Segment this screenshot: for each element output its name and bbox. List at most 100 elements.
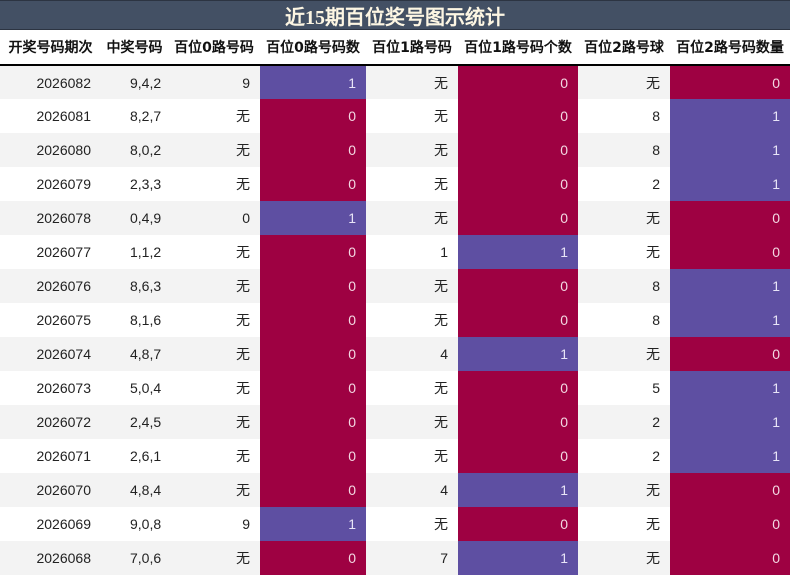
cell-route0-number: 9 bbox=[168, 65, 260, 99]
cell-period: 2026082 bbox=[0, 65, 101, 99]
table-row: 2026073 5,0,4 无 0 无 0 5 1 bbox=[0, 371, 790, 405]
cell-route2-count: 1 bbox=[670, 99, 790, 133]
table-row: 2026068 7,0,6 无 0 7 1 无 0 bbox=[0, 541, 790, 575]
cell-route2-count: 0 bbox=[670, 235, 790, 269]
cell-winning-numbers: 8,6,3 bbox=[101, 269, 168, 303]
cell-route2-count: 0 bbox=[670, 337, 790, 371]
table-row: 2026071 2,6,1 无 0 无 0 2 1 bbox=[0, 439, 790, 473]
cell-route0-number: 无 bbox=[168, 541, 260, 575]
cell-route0-count: 0 bbox=[260, 405, 366, 439]
table-row: 2026078 0,4,9 0 1 无 0 无 0 bbox=[0, 201, 790, 235]
cell-route0-number: 无 bbox=[168, 337, 260, 371]
cell-route1-count: 0 bbox=[458, 65, 578, 99]
cell-route2-number: 2 bbox=[578, 405, 670, 439]
cell-route2-number: 无 bbox=[578, 473, 670, 507]
cell-route2-number: 8 bbox=[578, 269, 670, 303]
cell-route0-number: 无 bbox=[168, 99, 260, 133]
cell-route1-number: 无 bbox=[366, 167, 458, 201]
cell-period: 2026071 bbox=[0, 439, 101, 473]
cell-winning-numbers: 8,2,7 bbox=[101, 99, 168, 133]
cell-route0-count: 1 bbox=[260, 201, 366, 235]
col-header-route1: 百位1路号码 bbox=[366, 30, 458, 66]
col-header-numbers: 中奖号码 bbox=[101, 30, 168, 66]
cell-winning-numbers: 4,8,7 bbox=[101, 337, 168, 371]
cell-route1-number: 无 bbox=[366, 405, 458, 439]
cell-route2-number: 无 bbox=[578, 65, 670, 99]
cell-route1-number: 无 bbox=[366, 303, 458, 337]
cell-route2-count: 0 bbox=[670, 541, 790, 575]
cell-route1-count: 0 bbox=[458, 99, 578, 133]
cell-route2-number: 2 bbox=[578, 439, 670, 473]
cell-route2-count: 1 bbox=[670, 405, 790, 439]
cell-route1-number: 无 bbox=[366, 65, 458, 99]
cell-route1-count: 0 bbox=[458, 405, 578, 439]
cell-route1-number: 无 bbox=[366, 371, 458, 405]
cell-route1-number: 无 bbox=[366, 439, 458, 473]
col-header-route2-count: 百位2路号码数量 bbox=[670, 30, 790, 66]
cell-route1-count: 1 bbox=[458, 541, 578, 575]
cell-route2-count: 1 bbox=[670, 167, 790, 201]
cell-route0-count: 0 bbox=[260, 167, 366, 201]
cell-route0-count: 1 bbox=[260, 65, 366, 99]
cell-route0-count: 0 bbox=[260, 235, 366, 269]
cell-route0-count: 0 bbox=[260, 541, 366, 575]
table-body: 2026082 9,4,2 9 1 无 0 无 0 2026081 8,2,7 无 0 无 0 8 1 2026… bbox=[0, 65, 790, 575]
cell-period: 2026079 bbox=[0, 167, 101, 201]
cell-winning-numbers: 1,1,2 bbox=[101, 235, 168, 269]
col-header-route2: 百位2路号球 bbox=[578, 30, 670, 66]
cell-route2-count: 1 bbox=[670, 133, 790, 167]
cell-winning-numbers: 7,0,6 bbox=[101, 541, 168, 575]
cell-route2-count: 0 bbox=[670, 65, 790, 99]
cell-route2-number: 无 bbox=[578, 201, 670, 235]
table-row: 2026072 2,4,5 无 0 无 0 2 1 bbox=[0, 405, 790, 439]
cell-route0-number: 无 bbox=[168, 439, 260, 473]
cell-winning-numbers: 4,8,4 bbox=[101, 473, 168, 507]
cell-route0-count: 0 bbox=[260, 371, 366, 405]
cell-route1-count: 0 bbox=[458, 269, 578, 303]
cell-period: 2026069 bbox=[0, 507, 101, 541]
cell-winning-numbers: 0,4,9 bbox=[101, 201, 168, 235]
cell-route0-number: 无 bbox=[168, 371, 260, 405]
cell-route0-number: 无 bbox=[168, 133, 260, 167]
table-row: 2026080 8,0,2 无 0 无 0 8 1 bbox=[0, 133, 790, 167]
cell-winning-numbers: 2,6,1 bbox=[101, 439, 168, 473]
cell-route1-number: 无 bbox=[366, 269, 458, 303]
col-header-route1-count: 百位1路号码个数 bbox=[458, 30, 578, 66]
table-row: 2026077 1,1,2 无 0 1 1 无 0 bbox=[0, 235, 790, 269]
cell-route2-count: 1 bbox=[670, 371, 790, 405]
cell-period: 2026074 bbox=[0, 337, 101, 371]
cell-route1-count: 0 bbox=[458, 439, 578, 473]
cell-route2-count: 1 bbox=[670, 269, 790, 303]
cell-route1-number: 无 bbox=[366, 507, 458, 541]
cell-period: 2026075 bbox=[0, 303, 101, 337]
table-row: 2026069 9,0,8 9 1 无 0 无 0 bbox=[0, 507, 790, 541]
cell-route1-count: 0 bbox=[458, 133, 578, 167]
cell-route1-number: 无 bbox=[366, 133, 458, 167]
cell-route1-number: 无 bbox=[366, 201, 458, 235]
cell-route2-number: 无 bbox=[578, 337, 670, 371]
table-row: 2026082 9,4,2 9 1 无 0 无 0 bbox=[0, 65, 790, 99]
cell-route0-number: 无 bbox=[168, 167, 260, 201]
table-row: 2026075 8,1,6 无 0 无 0 8 1 bbox=[0, 303, 790, 337]
cell-route1-count: 0 bbox=[458, 371, 578, 405]
cell-route0-count: 0 bbox=[260, 99, 366, 133]
cell-period: 2026068 bbox=[0, 541, 101, 575]
cell-route2-number: 2 bbox=[578, 167, 670, 201]
cell-winning-numbers: 9,4,2 bbox=[101, 65, 168, 99]
col-header-period: 开奖号码期次 bbox=[0, 30, 101, 66]
cell-route0-number: 0 bbox=[168, 201, 260, 235]
cell-route2-number: 8 bbox=[578, 303, 670, 337]
cell-route1-number: 1 bbox=[366, 235, 458, 269]
cell-winning-numbers: 9,0,8 bbox=[101, 507, 168, 541]
cell-route1-number: 7 bbox=[366, 541, 458, 575]
cell-route0-count: 0 bbox=[260, 439, 366, 473]
table-row: 2026081 8,2,7 无 0 无 0 8 1 bbox=[0, 99, 790, 133]
cell-route0-number: 无 bbox=[168, 473, 260, 507]
cell-route2-count: 0 bbox=[670, 507, 790, 541]
cell-period: 2026078 bbox=[0, 201, 101, 235]
cell-route0-number: 9 bbox=[168, 507, 260, 541]
cell-winning-numbers: 2,4,5 bbox=[101, 405, 168, 439]
table-row: 2026074 4,8,7 无 0 4 1 无 0 bbox=[0, 337, 790, 371]
cell-route2-number: 8 bbox=[578, 99, 670, 133]
